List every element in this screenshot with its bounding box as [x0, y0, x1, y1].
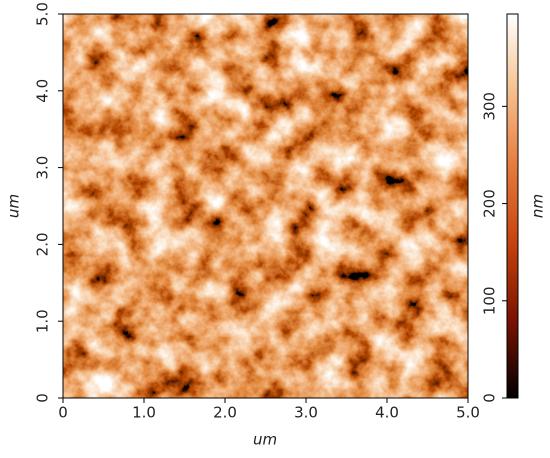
x-axis-label: um	[253, 431, 277, 449]
x-tick-label: 2.0	[213, 404, 237, 422]
colorbar-tick-label: 200	[481, 189, 499, 218]
x-tick-label: 3.0	[294, 404, 318, 422]
x-tick-label: 5.0	[456, 404, 480, 422]
colorbar-tick-label: 100	[481, 286, 499, 315]
plot-frame	[62, 13, 469, 399]
y-tick-label: 1.0	[34, 309, 52, 333]
colorbar-label: nm	[529, 194, 547, 218]
y-axis-label: um	[5, 194, 23, 218]
y-tick-label: 0	[34, 393, 52, 403]
x-tick-label: 0	[58, 404, 68, 422]
colorbar	[506, 13, 519, 399]
afm-image	[63, 14, 468, 398]
x-tick-label: 4.0	[375, 404, 399, 422]
x-tick-label: 1.0	[132, 404, 156, 422]
colorbar-tick-label: 300	[481, 92, 499, 121]
y-tick-label: 5.0	[34, 2, 52, 26]
y-tick-label: 2.0	[34, 232, 52, 256]
y-tick-label: 3.0	[34, 156, 52, 180]
colorbar-tick-label: 0	[481, 393, 499, 403]
y-tick-label: 4.0	[34, 79, 52, 103]
